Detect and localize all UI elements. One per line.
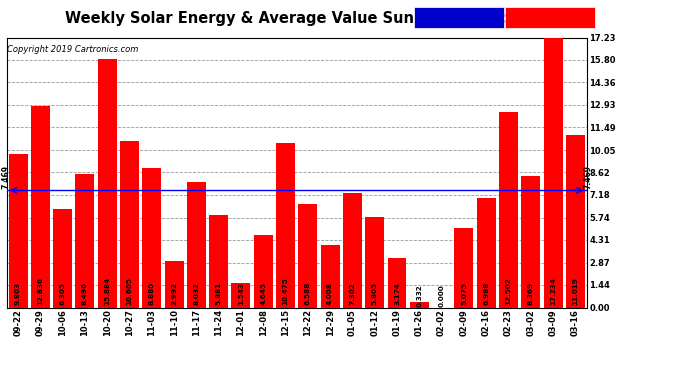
Text: 6.305: 6.305	[59, 282, 66, 305]
Text: 12.502: 12.502	[506, 277, 511, 305]
Bar	[477, 198, 495, 308]
Text: 5.881: 5.881	[216, 282, 221, 305]
Text: 8.496: 8.496	[82, 282, 88, 305]
Text: 10.475: 10.475	[282, 277, 288, 305]
Text: 7.469: 7.469	[583, 165, 592, 189]
Text: Daily  ($): Daily ($)	[526, 13, 573, 22]
Bar	[365, 216, 384, 308]
Text: Weekly Solar Energy & Average Value Sun Mar 17 19:04: Weekly Solar Energy & Average Value Sun …	[65, 11, 529, 26]
Bar	[187, 182, 206, 308]
Bar	[209, 215, 228, 308]
Text: 9.803: 9.803	[15, 282, 21, 305]
Bar	[298, 204, 317, 308]
Text: 1.543: 1.543	[238, 282, 244, 305]
Text: Copyright 2019 Cartronics.com: Copyright 2019 Cartronics.com	[7, 45, 138, 54]
Text: 6.988: 6.988	[483, 282, 489, 305]
Text: 8.880: 8.880	[149, 282, 155, 305]
Bar	[410, 302, 428, 307]
Bar	[321, 245, 339, 308]
Text: 17.234: 17.234	[550, 278, 556, 305]
Text: 6.588: 6.588	[305, 282, 311, 305]
Text: 4.008: 4.008	[327, 282, 333, 305]
Text: 5.075: 5.075	[461, 282, 467, 305]
Text: Average ($): Average ($)	[429, 13, 489, 22]
Bar	[499, 112, 518, 308]
Bar	[142, 168, 161, 308]
Bar	[276, 143, 295, 308]
Text: 10.605: 10.605	[126, 277, 132, 305]
Bar	[455, 228, 473, 308]
Bar	[8, 154, 28, 308]
Bar	[75, 174, 95, 308]
Text: 12.836: 12.836	[37, 277, 43, 305]
Text: 11.019: 11.019	[572, 277, 578, 305]
Bar	[120, 141, 139, 308]
Bar	[522, 176, 540, 308]
Bar	[31, 106, 50, 308]
Text: 0.332: 0.332	[416, 284, 422, 307]
Bar	[544, 38, 562, 308]
Text: 8.369: 8.369	[528, 282, 534, 305]
Bar	[254, 235, 273, 308]
Text: 5.805: 5.805	[372, 282, 377, 305]
Text: 0.000: 0.000	[439, 284, 444, 307]
Text: 2.992: 2.992	[171, 282, 177, 305]
Text: 7.302: 7.302	[349, 282, 355, 305]
Bar	[232, 284, 250, 308]
Bar	[388, 258, 406, 307]
Bar	[53, 209, 72, 308]
Text: 7.469: 7.469	[1, 165, 10, 189]
Bar	[566, 135, 585, 308]
Bar	[343, 193, 362, 308]
Bar	[165, 261, 184, 308]
Text: 8.032: 8.032	[193, 282, 199, 305]
Text: 3.174: 3.174	[394, 282, 400, 305]
Bar	[98, 58, 117, 308]
Text: 4.645: 4.645	[260, 282, 266, 305]
Text: 15.884: 15.884	[104, 277, 110, 305]
